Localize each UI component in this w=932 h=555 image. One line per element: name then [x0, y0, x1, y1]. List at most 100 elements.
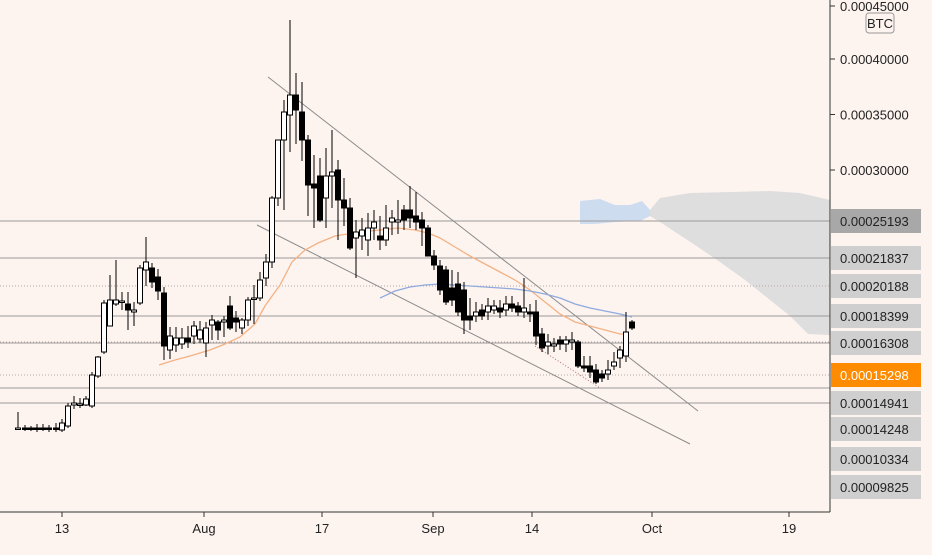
price-tag-box: [831, 447, 921, 471]
candle: [503, 296, 509, 316]
candle: [551, 338, 557, 352]
candle: [455, 272, 461, 316]
candle: [401, 205, 407, 230]
price-tag-box: [831, 274, 921, 298]
candle: [161, 287, 167, 360]
candle: [437, 260, 443, 295]
candle: [485, 298, 491, 320]
candle: [155, 269, 161, 300]
currency-badge: BTC: [865, 12, 895, 34]
candle: [479, 304, 485, 320]
y-tick-label: 0.00035000: [840, 108, 909, 123]
candle: [46, 425, 52, 432]
candle: [227, 296, 233, 330]
candle: [461, 282, 467, 334]
candle: [281, 100, 287, 210]
price-tag-box: [831, 391, 921, 415]
ichimoku-cloud: [580, 191, 830, 335]
candle: [40, 424, 46, 431]
x-tick-label: 13: [55, 521, 69, 536]
candle: [173, 327, 179, 352]
candle: [431, 250, 437, 270]
candle: [629, 320, 635, 330]
candle: [395, 200, 401, 234]
candle: [197, 321, 203, 343]
candle: [467, 298, 473, 330]
candle: [221, 316, 227, 337]
candle: [239, 318, 245, 334]
price-tag-label: 0.00014941: [840, 396, 909, 411]
candle: [389, 210, 395, 235]
cloud-gray-segment: [650, 191, 830, 335]
candle: [419, 212, 425, 246]
candle: [443, 266, 449, 305]
candle: [107, 275, 113, 327]
candle: [341, 178, 347, 226]
candle: [533, 300, 539, 345]
candle: [413, 192, 419, 230]
x-axis-ticks: 13 Aug 17 Sep 14 Oct 19: [55, 512, 796, 536]
price-tag-label: 0.00021837: [840, 251, 909, 266]
candle: [179, 328, 185, 349]
candle: [371, 210, 377, 240]
candle: [22, 425, 28, 431]
candle: [305, 135, 311, 216]
candle: [425, 225, 431, 257]
candle: [521, 278, 527, 318]
candle: [34, 424, 40, 432]
candle: [275, 139, 281, 206]
cloud-blue-segment: [580, 199, 650, 224]
candle: [569, 332, 575, 350]
candle: [28, 426, 34, 431]
candle: [269, 196, 275, 268]
y-tick-label: 0.00030000: [840, 163, 909, 178]
price-tag-label: 0.00018399: [840, 309, 909, 324]
candle: [311, 155, 317, 228]
candle: [365, 213, 371, 256]
candle: [317, 158, 323, 222]
candle: [329, 130, 335, 208]
price-tag-label: 0.00020188: [840, 279, 909, 294]
candle: [209, 315, 215, 340]
price-tag-box: [831, 304, 921, 328]
y-tick-label: 0.00040000: [840, 52, 909, 67]
candle: [611, 352, 617, 370]
y-tick-label: 0.00045000: [840, 0, 909, 14]
candle: [407, 186, 413, 228]
candle: [473, 302, 479, 322]
candle: [89, 372, 95, 408]
candle: [125, 292, 131, 330]
candle: [131, 302, 137, 326]
price-tag-box: [831, 417, 921, 441]
candle: [77, 398, 83, 408]
upper-channel-line: [267, 76, 699, 412]
candle: [587, 356, 593, 378]
candle: [509, 296, 515, 312]
candle: [215, 320, 221, 340]
moving-averages: [158, 227, 633, 366]
candle: [95, 356, 101, 378]
price-tags: 0.00025193 0.00021837 0.00020188 0.00018399…: [831, 209, 921, 499]
candle: [497, 300, 503, 318]
price-tag-box: [831, 209, 921, 233]
candle: [377, 216, 383, 250]
ma-blue-line: [379, 283, 633, 318]
dotted-wedge-line: [534, 345, 601, 389]
lower-channel-line: [256, 224, 691, 445]
candle: [257, 272, 263, 301]
candle: [53, 423, 59, 432]
candle: [383, 205, 389, 246]
axes: [0, 0, 831, 513]
candle: [539, 328, 545, 352]
x-tick-label: 19: [782, 521, 796, 536]
candle: [299, 82, 305, 161]
candle: [515, 302, 521, 316]
candle: [71, 396, 77, 409]
price-tag-box: [831, 246, 921, 270]
price-tag-label: 0.00010334: [840, 452, 909, 467]
candle: [293, 73, 299, 144]
candle: [101, 300, 107, 354]
x-tick-label: 14: [525, 521, 539, 536]
